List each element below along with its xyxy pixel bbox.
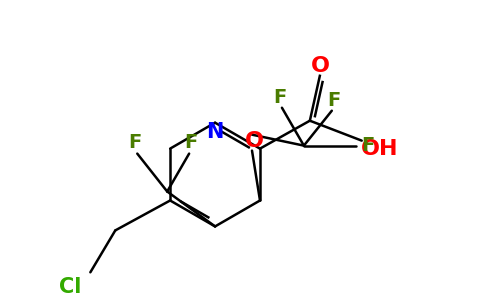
Text: N: N: [206, 122, 224, 142]
Text: F: F: [129, 133, 142, 152]
Text: O: O: [311, 56, 331, 76]
Text: F: F: [327, 91, 340, 110]
Text: O: O: [244, 130, 263, 151]
Text: F: F: [184, 133, 198, 152]
Text: F: F: [361, 136, 374, 155]
Text: OH: OH: [361, 139, 398, 159]
Text: Cl: Cl: [59, 277, 82, 297]
Text: F: F: [273, 88, 287, 107]
